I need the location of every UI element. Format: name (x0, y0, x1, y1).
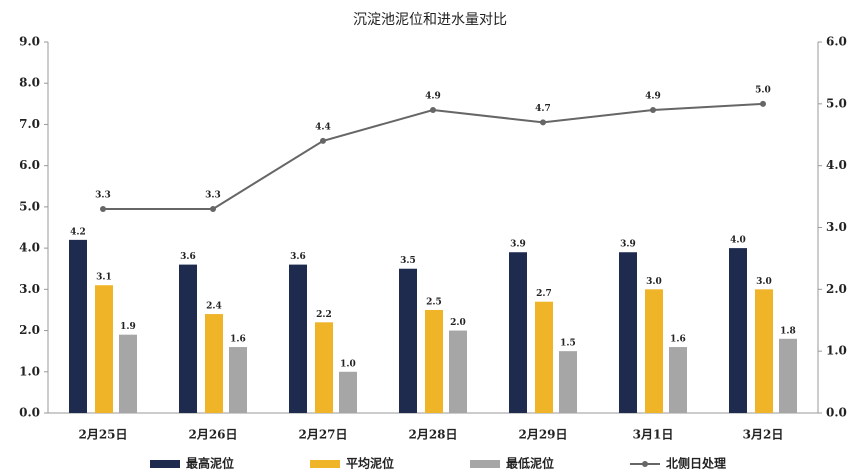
line (103, 102, 764, 210)
line-point (540, 119, 546, 126)
x-tick-label: 2月25日 (78, 428, 127, 442)
chart-title: 沉淀池泥位和进水量对比 (353, 12, 507, 28)
data-label: 1.5 (560, 339, 576, 349)
bar (449, 330, 467, 413)
data-label: 3.9 (620, 240, 636, 250)
bar (559, 351, 577, 413)
data-label: 4.9 (425, 92, 441, 102)
y-tick-label: 7.0 (19, 117, 40, 131)
x-tick-label: 2月26日 (188, 428, 237, 442)
data-label: 3.0 (646, 277, 662, 287)
line-point (100, 205, 106, 212)
bar (69, 239, 87, 413)
bar (729, 248, 747, 413)
data-label: 2.2 (316, 310, 332, 320)
x-tick-label: 3月1日 (633, 428, 674, 442)
y-tick-label: 1.0 (19, 364, 40, 378)
data-label: 1.6 (230, 335, 246, 345)
data-label: 3.3 (205, 190, 221, 200)
bar (535, 301, 553, 413)
legend-point (642, 461, 648, 467)
bar (229, 347, 247, 413)
data-label: 4.2 (70, 227, 86, 237)
data-label: 5.0 (755, 85, 771, 95)
y-tick-label: 2.0 (19, 323, 40, 337)
line-point (320, 137, 326, 144)
bar (179, 264, 197, 413)
legend-swatch (470, 460, 500, 468)
x-tick-label: 2月27日 (298, 428, 347, 442)
y-tick-label: 6.0 (19, 158, 40, 172)
data-label: 3.1 (96, 273, 112, 283)
line-point (210, 205, 216, 212)
bar (95, 285, 113, 413)
data-label: 2.7 (536, 289, 552, 299)
data-label: 3.3 (95, 190, 111, 200)
y-tick-label: 3.0 (19, 282, 40, 296)
x-tick-label: 2月29日 (518, 428, 567, 442)
data-label: 1.9 (120, 322, 136, 332)
bar (119, 334, 137, 413)
bar (399, 268, 417, 413)
data-label: 3.9 (510, 240, 526, 250)
y2-tick-label: 5.0 (826, 96, 847, 110)
legend-label: 北侧日处理 (666, 456, 726, 471)
data-label: 1.0 (340, 359, 356, 369)
y2-tick-label: 4.0 (826, 158, 847, 172)
data-label: 3.5 (400, 256, 416, 266)
data-label: 3.0 (756, 277, 772, 287)
bar (779, 338, 797, 413)
bar (205, 314, 223, 413)
data-label: 4.9 (645, 92, 661, 102)
x-tick-label: 3月2日 (743, 428, 784, 442)
data-label: 4.0 (730, 236, 746, 246)
y-tick-label: 9.0 (19, 35, 40, 49)
bar (509, 252, 527, 413)
y-tick-label: 0.0 (19, 406, 40, 420)
data-label: 2.4 (206, 302, 222, 312)
bar (315, 322, 333, 413)
data-label: 3.6 (290, 252, 306, 262)
bar (619, 252, 637, 413)
y-tick-label: 4.0 (19, 241, 40, 255)
line-point (650, 107, 656, 114)
bar (339, 371, 357, 413)
line-point (430, 107, 436, 114)
data-label: 1.8 (780, 326, 796, 336)
y2-tick-label: 3.0 (826, 220, 847, 234)
y2-tick-label: 1.0 (826, 344, 847, 358)
bar (645, 289, 663, 413)
x-tick-label: 2月28日 (408, 428, 457, 442)
data-label: 2.5 (426, 297, 442, 307)
data-label: 4.7 (535, 104, 551, 114)
legend-label: 最高泥位 (186, 456, 234, 471)
y2-tick-label: 2.0 (826, 282, 847, 296)
legend-label: 平均泥位 (346, 456, 394, 471)
y-tick-label: 8.0 (19, 76, 40, 90)
bar (425, 309, 443, 413)
bar (755, 289, 773, 413)
data-label: 1.6 (670, 335, 686, 345)
data-label: 4.4 (315, 122, 331, 132)
bar (669, 347, 687, 413)
legend-label: 最低泥位 (506, 456, 554, 471)
data-label: 2.0 (450, 318, 466, 328)
legend-swatch (310, 460, 340, 468)
y-tick-label: 5.0 (19, 199, 40, 213)
y2-tick-label: 6.0 (826, 35, 847, 49)
y2-tick-label: 0.0 (826, 406, 847, 420)
data-label: 3.6 (180, 252, 196, 262)
line-point (760, 100, 766, 107)
bar (289, 264, 307, 413)
legend-swatch (150, 460, 180, 468)
